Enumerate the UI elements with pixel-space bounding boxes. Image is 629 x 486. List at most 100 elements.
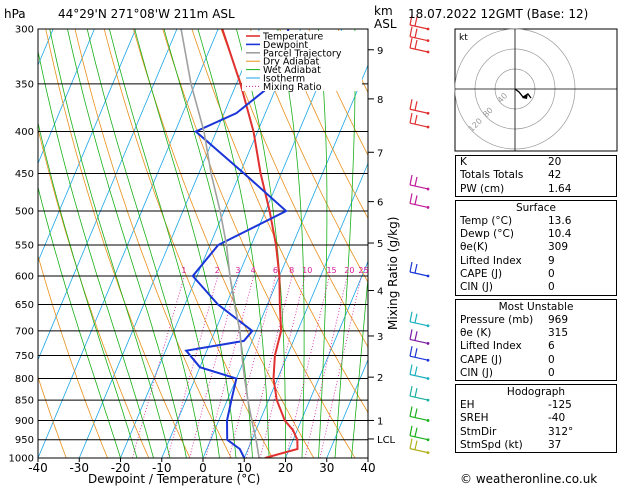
mu-cin-value: 0 <box>548 366 555 379</box>
mixing-ratio-label: 20 <box>344 266 354 275</box>
mixing-ratio-label: 25 <box>358 266 368 275</box>
height-tick-label: 9 <box>377 46 383 57</box>
mixing-ratio-line <box>205 275 254 458</box>
most-unstable-title: Most Unstable <box>498 300 574 313</box>
pressure-tick-label: 400 <box>15 127 34 138</box>
pressure-tick-label: 850 <box>15 396 34 407</box>
wind-barb-shaft <box>409 415 429 422</box>
isotherm-line <box>38 29 95 165</box>
wind-barb-flag <box>409 37 413 49</box>
hodograph-trace <box>514 88 532 99</box>
height-tick-label: LCL <box>377 435 396 446</box>
mixing-ratio-label: 15 <box>326 266 336 275</box>
wind-barb-dot <box>426 187 430 191</box>
legend-label: Mixing Ratio <box>263 82 322 93</box>
wind-barb-flag <box>414 313 418 323</box>
parcel-trajectory-line <box>180 29 260 458</box>
wind-barb-dot <box>426 419 430 422</box>
wind-barb-dot <box>426 125 430 129</box>
surface-cape-value: 0 <box>548 268 555 281</box>
wind-barb-flag <box>414 176 418 187</box>
surface-cape-label: CAPE (J) <box>460 268 503 281</box>
x-tick-label: -30 <box>69 461 89 475</box>
wind-barb-flag <box>409 311 413 322</box>
pressure-tick-label: 750 <box>15 351 34 362</box>
mu-li-label: Lifted Index <box>460 340 522 353</box>
wind-barb-flag <box>409 99 413 110</box>
wind-barb-flag <box>414 39 418 50</box>
isotherm-line <box>326 358 368 458</box>
dry-adiabat-line <box>308 29 368 157</box>
hodograph-title: Hodograph <box>506 386 566 399</box>
pressure-tick-label: 800 <box>15 374 34 385</box>
height-tick-label: 8 <box>377 95 383 106</box>
indices-table: K 20 Totals Totals 42 PW (cm) 1.64 Surface … <box>455 155 617 454</box>
wind-barb-flag <box>414 195 418 205</box>
most-unstable-section: Most Unstable Pressure (mb) 969 θe (K) 315… <box>455 298 617 382</box>
mixing-ratio-line <box>167 275 219 458</box>
dewpoint-line <box>184 29 301 458</box>
wind-barb-shaft <box>409 321 429 327</box>
mixing-ratio-label: 10 <box>302 266 312 275</box>
mu-li-value: 6 <box>548 340 555 353</box>
x-tick-label: -40 <box>28 461 48 475</box>
surface-thetae-label: θe(K) <box>460 241 488 254</box>
legend-label: Temperature <box>262 32 323 43</box>
wind-barb-shaft <box>409 355 429 361</box>
k-value: 20 <box>548 156 562 168</box>
wind-barb-flag <box>414 28 418 38</box>
mixing-ratio-label: 2 <box>215 266 220 275</box>
wind-barb-dot <box>426 206 430 209</box>
surface-dewp-label: Dewp (°C) <box>460 228 514 241</box>
isotherm-line <box>38 29 219 458</box>
x-tick-label: 20 <box>278 461 293 475</box>
x-tick-label: 10 <box>237 461 252 475</box>
x-tick-label: 30 <box>319 461 334 475</box>
hodograph-unit: kt <box>459 33 468 43</box>
mixing-ratio-label: 1 <box>181 266 186 275</box>
mixing-ratio-line <box>131 275 185 458</box>
wind-barb-dot <box>426 451 430 455</box>
wind-barb-flag <box>409 438 413 449</box>
wind-barb-shaft <box>409 435 429 441</box>
height-axis: 9 8 7 6 5 4 3 2 1 LCL <box>368 46 396 446</box>
pressure-tick-label: 500 <box>15 207 34 218</box>
wind-barb-shaft <box>409 36 429 42</box>
dry-adiabat-line <box>279 29 368 220</box>
k-label: K <box>460 156 467 168</box>
mixing-ratio-axis-title: Mixing Ratio (g/kg) <box>386 217 400 330</box>
pressure-tick-label: 600 <box>15 271 34 282</box>
wind-barb-flag <box>414 366 418 376</box>
surface-thetae-value: 309 <box>548 241 569 254</box>
basic-indices: K 20 Totals Totals 42 PW (cm) 1.64 <box>455 155 617 197</box>
pressure-tick-label: 350 <box>15 79 34 90</box>
wind-barb-flag <box>414 387 418 398</box>
legend-label: Dewpoint <box>263 40 308 51</box>
wind-barb-dot <box>426 398 430 402</box>
wet-adiabat-line <box>38 121 138 458</box>
mu-pressure-value: 969 <box>548 313 569 326</box>
temperature-axis: -40 -30 -20 -10 0 10 20 30 40 <box>28 458 376 475</box>
wind-barb-dot <box>426 39 430 43</box>
isotherm-line <box>202 64 368 458</box>
copyright: © weatheronline.co.uk <box>460 472 597 486</box>
x-tick-label: -20 <box>111 461 131 475</box>
isotherm-line <box>120 29 302 458</box>
hodograph-frame <box>454 28 618 152</box>
pressure-tick-label: 450 <box>15 169 34 180</box>
mu-cin-label: CIN (J) <box>460 366 493 379</box>
isotherm-line <box>161 29 343 458</box>
height-tick-label: 6 <box>377 198 383 209</box>
stmspd-label: StmSpd (kt) <box>460 439 523 452</box>
surface-cin-value: 0 <box>548 281 555 294</box>
wind-barb-dot <box>426 274 430 278</box>
mixing-ratio-line <box>189 275 239 458</box>
pressure-tick-label: 950 <box>15 435 34 446</box>
sreh-value: -40 <box>548 412 566 425</box>
wind-barb-flag <box>414 16 418 27</box>
wind-barb-shaft <box>409 122 429 128</box>
legend-label: Isotherm <box>263 74 305 85</box>
x-tick-label: 0 <box>199 461 207 475</box>
wind-barb-flag <box>414 263 418 274</box>
